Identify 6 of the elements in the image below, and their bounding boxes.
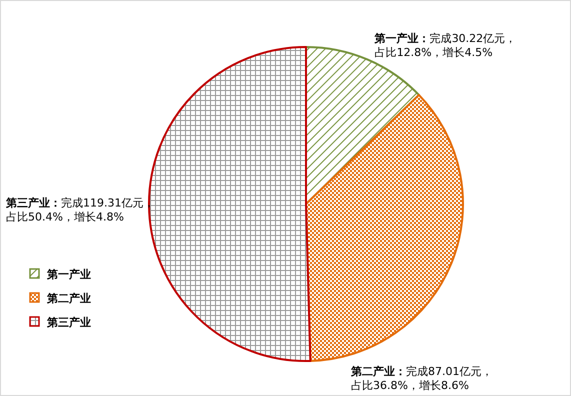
legend-label: 第三产业 [46, 316, 91, 329]
text: 占比12.8%，增长4.5% [374, 46, 493, 60]
text: 占比36.8%，增长8.6% [351, 379, 469, 392]
legend-label: 第二产业 [46, 292, 91, 305]
legend-label: 第一产业 [46, 268, 91, 281]
text: 占比50.4%，增长4.8% [6, 210, 124, 224]
